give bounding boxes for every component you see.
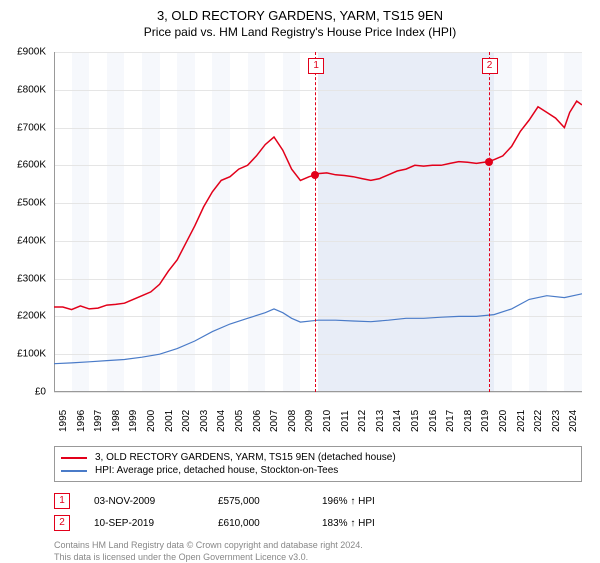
sale-ratio: 196% ↑ HPI [322, 496, 422, 507]
sale-date: 10-SEP-2019 [94, 518, 194, 529]
x-tick-label: 2021 [516, 410, 527, 432]
footer-line-1: Contains HM Land Registry data © Crown c… [54, 540, 582, 552]
x-tick-label: 2020 [498, 410, 509, 432]
y-tick-label: £0 [35, 387, 46, 398]
x-tick-label: 2008 [287, 410, 298, 432]
legend-label-2: HPI: Average price, detached house, Stoc… [95, 465, 338, 476]
sale-ratio: 183% ↑ HPI [322, 518, 422, 529]
y-tick-label: £300K [17, 273, 46, 284]
y-tick-label: £100K [17, 349, 46, 360]
x-tick-label: 2007 [269, 410, 280, 432]
legend-row: 3, OLD RECTORY GARDENS, YARM, TS15 9EN (… [61, 451, 575, 464]
x-tick-label: 2006 [252, 410, 263, 432]
x-tick-label: 2015 [410, 410, 421, 432]
x-tick-label: 2001 [164, 410, 175, 432]
legend-box: 3, OLD RECTORY GARDENS, YARM, TS15 9EN (… [54, 446, 582, 482]
x-tick-label: 2003 [199, 410, 210, 432]
x-tick-label: 2004 [216, 410, 227, 432]
x-tick-label: 2014 [392, 410, 403, 432]
x-tick-label: 2013 [375, 410, 386, 432]
sale-price: £575,000 [218, 496, 298, 507]
x-axis-labels: 1995 1996 1997 1998 1999 2000 2001 2002 2003 2004… [54, 396, 582, 446]
sale-price: £610,000 [218, 518, 298, 529]
sale-date: 03-NOV-2009 [94, 496, 194, 507]
x-tick-label: 2009 [304, 410, 315, 432]
sale-marker-icon: 2 [54, 515, 70, 531]
x-tick-label: 2019 [480, 410, 491, 432]
legend-swatch-2 [61, 470, 87, 472]
y-tick-label: £400K [17, 235, 46, 246]
x-tick-label: 2024 [568, 410, 579, 432]
x-tick-label: 2010 [322, 410, 333, 432]
y-tick-label: £700K [17, 122, 46, 133]
footer-line-2: This data is licensed under the Open Gov… [54, 552, 582, 563]
chart-subtitle: Price paid vs. HM Land Registry's House … [0, 23, 600, 39]
chart-title: 3, OLD RECTORY GARDENS, YARM, TS15 9EN [0, 0, 600, 23]
sale-marker-label: 2 [482, 58, 498, 74]
chart-container: 3, OLD RECTORY GARDENS, YARM, TS15 9EN P… [0, 0, 600, 560]
x-tick-label: 2012 [357, 410, 368, 432]
legend-swatch-1 [61, 457, 87, 459]
y-tick-label: £900K [17, 47, 46, 58]
y-tick-label: £200K [17, 311, 46, 322]
y-tick-label: £600K [17, 160, 46, 171]
x-tick-label: 2000 [146, 410, 157, 432]
legend-and-footer: 3, OLD RECTORY GARDENS, YARM, TS15 9EN (… [54, 446, 582, 563]
sale-marker-icon: 1 [54, 493, 70, 509]
x-tick-label: 2023 [551, 410, 562, 432]
legend-row: HPI: Average price, detached house, Stoc… [61, 464, 575, 477]
x-tick-label: 2016 [428, 410, 439, 432]
chart-plot-area: 12 [54, 52, 582, 392]
x-tick-label: 2011 [340, 410, 351, 432]
x-tick-label: 1997 [93, 410, 104, 432]
x-tick-label: 2022 [533, 410, 544, 432]
x-tick-label: 2002 [181, 410, 192, 432]
y-tick-label: £800K [17, 84, 46, 95]
x-tick-label: 2017 [445, 410, 456, 432]
sale-marker-label: 1 [308, 58, 324, 74]
x-tick-label: 1999 [128, 410, 139, 432]
legend-label-1: 3, OLD RECTORY GARDENS, YARM, TS15 9EN (… [95, 452, 396, 463]
chart-lines [54, 52, 582, 392]
sale-row: 2 10-SEP-2019 £610,000 183% ↑ HPI [54, 512, 582, 534]
x-tick-label: 1996 [76, 410, 87, 432]
y-tick-label: £500K [17, 198, 46, 209]
y-axis-labels: £0£100K£200K£300K£400K£500K£600K£700K£80… [0, 52, 50, 392]
x-tick-label: 1995 [58, 410, 69, 432]
x-tick-label: 2018 [463, 410, 474, 432]
x-tick-label: 1998 [111, 410, 122, 432]
sale-row: 1 03-NOV-2009 £575,000 196% ↑ HPI [54, 490, 582, 512]
sale-rows: 1 03-NOV-2009 £575,000 196% ↑ HPI 2 10-SEP-20… [54, 490, 582, 534]
x-tick-label: 2005 [234, 410, 245, 432]
